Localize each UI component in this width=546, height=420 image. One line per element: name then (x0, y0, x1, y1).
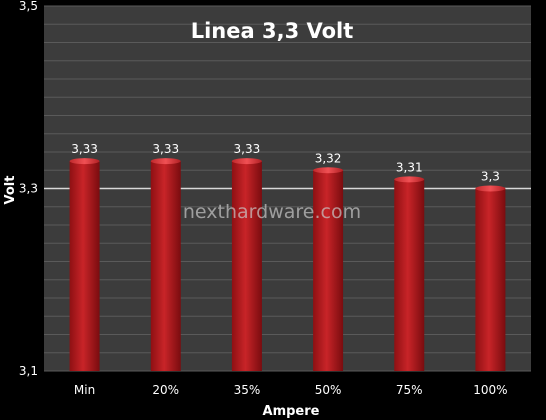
bar (394, 176, 425, 371)
bar-body (475, 188, 506, 371)
y-axis-ticks: 3,1 3,3 3,5 (19, 0, 38, 378)
gridlines (44, 5, 531, 372)
y-tick-label: 3,5 (19, 0, 38, 13)
x-axis-ticks: Min 20% 35% 50% 75% 100% (74, 383, 508, 397)
bar-body (394, 179, 425, 371)
x-tick-label: 20% (152, 383, 179, 397)
bar (475, 185, 506, 371)
y-axis-title: Volt (3, 176, 18, 205)
data-label: 3,33 (152, 142, 179, 156)
bar (150, 158, 181, 371)
data-label: 3,33 (71, 142, 98, 156)
y-tick-label: 3,1 (19, 364, 38, 378)
bar-body (313, 170, 344, 371)
bar-body (231, 161, 262, 371)
x-tick-label: Min (74, 383, 95, 397)
x-axis-title: Ampere (263, 404, 320, 419)
data-label: 3,32 (315, 151, 342, 165)
bar-cap (475, 185, 506, 192)
bar-cap (69, 158, 100, 165)
bars (69, 158, 506, 371)
bar (231, 158, 262, 371)
bar (69, 158, 100, 371)
bar (313, 167, 344, 371)
chart-title: Linea 3,3 Volt (191, 19, 354, 43)
x-tick-label: 75% (396, 383, 423, 397)
x-tick-label: 50% (315, 383, 342, 397)
bar-cap (231, 158, 262, 165)
x-tick-label: 35% (234, 383, 261, 397)
bar-body (150, 161, 181, 371)
bar-cap (313, 167, 344, 174)
y-tick-label: 3,3 (19, 182, 38, 196)
watermark: nexthardware.com (183, 201, 361, 223)
data-label: 3,31 (396, 160, 423, 174)
bar-body (69, 161, 100, 371)
bar-cap (394, 176, 425, 183)
x-tick-label: 100% (473, 383, 507, 397)
data-labels: 3,33 3,33 3,33 3,32 3,31 3,3 (71, 142, 500, 183)
bar-cap (150, 158, 181, 165)
data-label: 3,3 (481, 170, 500, 184)
data-label: 3,33 (234, 142, 261, 156)
